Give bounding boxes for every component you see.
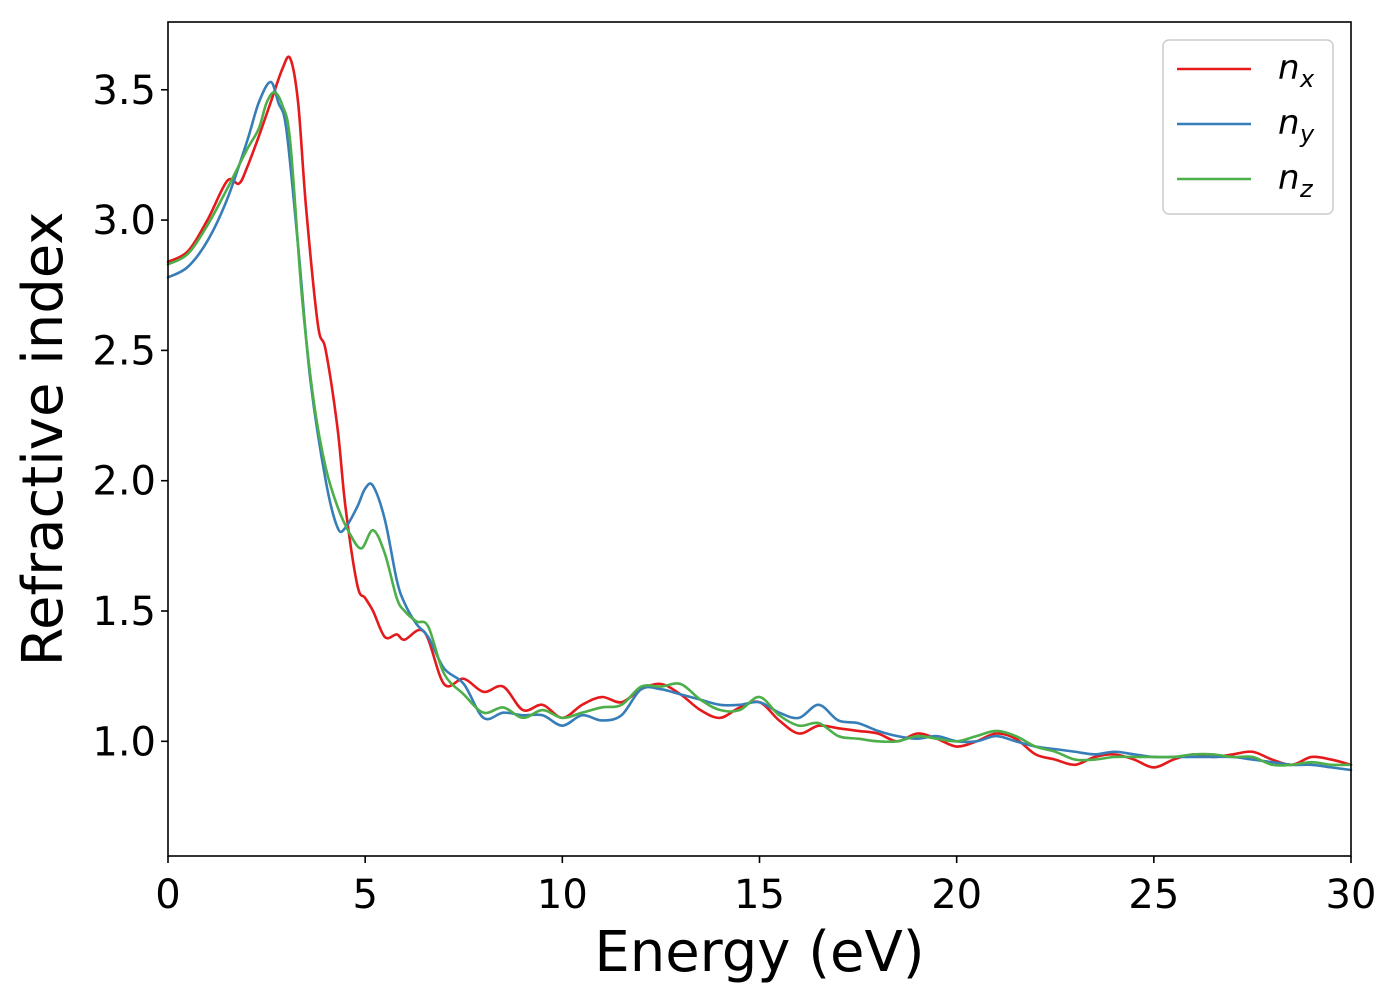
y-axis-ticks: 1.0 1.5 2.0 2.5 3.0 3.5 bbox=[92, 68, 168, 765]
legend-label-z: n bbox=[1278, 158, 1300, 198]
legend-box bbox=[1162, 39, 1334, 215]
x-tick-label: 0 bbox=[155, 872, 180, 918]
x-tick-label: 15 bbox=[734, 872, 785, 918]
x-tick-label: 30 bbox=[1326, 872, 1377, 918]
legend-label-x: n bbox=[1278, 48, 1300, 88]
series-line-x bbox=[166, 55, 1353, 769]
series-line-z bbox=[166, 91, 1353, 767]
y-axis-label: Refractive index bbox=[11, 212, 76, 667]
series-line-y bbox=[166, 80, 1353, 772]
legend-subscript-y: y bbox=[1299, 120, 1315, 148]
y-tick-label: 2.5 bbox=[92, 328, 156, 374]
y-tick-label: 1.5 bbox=[92, 589, 156, 635]
plot-frame bbox=[167, 21, 1352, 857]
x-tick-label: 20 bbox=[931, 872, 982, 918]
legend-items: n xn yn z bbox=[1177, 48, 1315, 203]
legend-subscript-z: z bbox=[1299, 175, 1314, 203]
plot-area-background bbox=[168, 22, 1351, 856]
x-axis-ticks: 0 5 10 15 20 25 30 bbox=[155, 856, 1376, 918]
legend-label-y: n bbox=[1278, 103, 1300, 143]
y-tick-label: 3.5 bbox=[92, 68, 156, 114]
y-tick-label: 2.0 bbox=[92, 459, 156, 505]
x-tick-label: 25 bbox=[1128, 872, 1179, 918]
x-axis-label: Energy (eV) bbox=[594, 920, 924, 985]
legend-subscript-x: x bbox=[1299, 65, 1315, 93]
y-tick-label: 3.0 bbox=[92, 198, 156, 244]
legend[interactable]: n xn yn z bbox=[1162, 39, 1334, 215]
y-tick-label: 1.0 bbox=[92, 719, 156, 765]
x-tick-label: 5 bbox=[352, 872, 377, 918]
x-tick-label: 10 bbox=[537, 872, 588, 918]
series-layer bbox=[166, 55, 1353, 772]
